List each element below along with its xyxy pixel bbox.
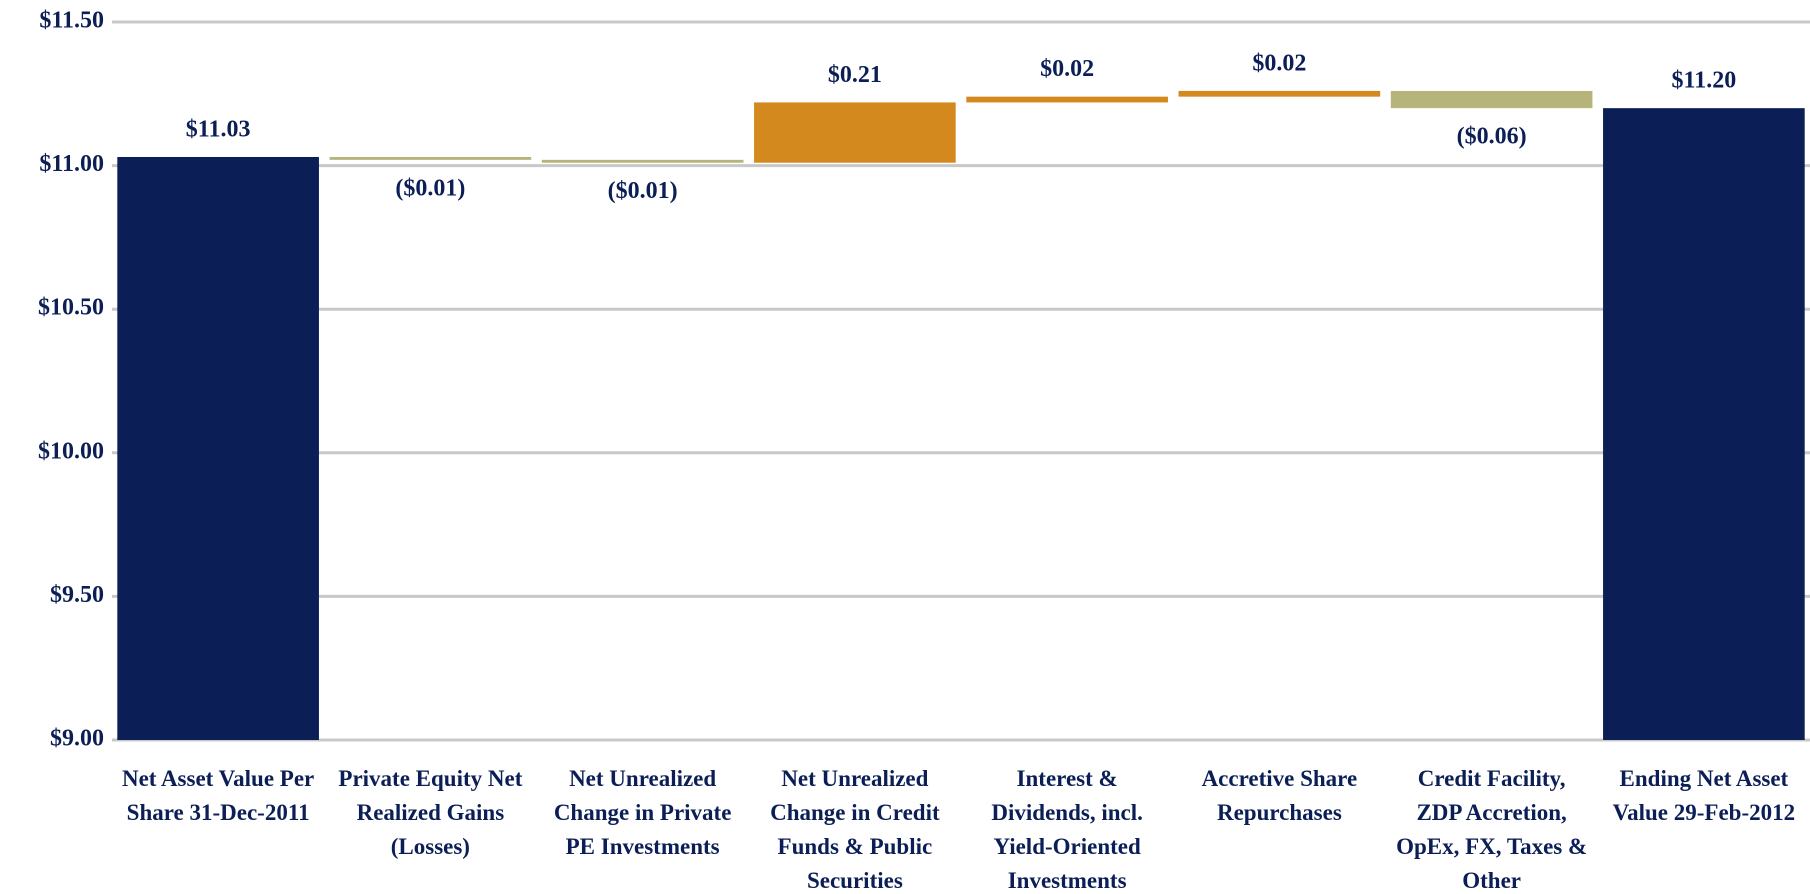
bar <box>1178 90 1381 97</box>
value-label: $11.20 <box>1672 68 1737 94</box>
x-tick-label: Interest & Dividends, incl. Yield-Orient… <box>991 766 1143 893</box>
y-tick-label: $9.00 <box>50 726 104 752</box>
y-tick-label: $9.50 <box>50 582 104 608</box>
bar <box>1603 108 1805 740</box>
value-label: ($0.06) <box>1457 124 1527 150</box>
x-tick-label: Net Unrealized Change in Private PE Inve… <box>553 766 732 859</box>
x-tick-label: Private Equity Net Realized Gains (Losse… <box>338 766 523 859</box>
x-tick-label: Net Asset Value Per Share 31-Dec-2011 <box>121 766 315 825</box>
x-tick-label: Ending Net Asset Value 29-Feb-2012 <box>1612 766 1796 825</box>
bar <box>329 156 532 160</box>
value-label: $0.02 <box>1252 50 1306 76</box>
bar <box>754 102 956 163</box>
bar <box>1390 90 1593 109</box>
y-tick-label: $11.50 <box>39 8 104 34</box>
value-label: ($0.01) <box>395 175 465 201</box>
bar <box>966 96 1168 103</box>
y-tick-label: $10.00 <box>38 438 104 464</box>
x-tick-label: Accretive Share Repurchases <box>1201 766 1358 825</box>
x-tick-label: Credit Facility, ZDP Accretion, OpEx, FX… <box>1396 766 1588 893</box>
bar <box>541 159 744 163</box>
value-label: ($0.01) <box>608 178 678 204</box>
value-label: $0.21 <box>828 62 882 88</box>
bar <box>117 156 319 740</box>
value-label: $0.02 <box>1040 56 1094 82</box>
x-tick-label: Net Unrealized Change in Credit Funds & … <box>770 766 940 893</box>
value-label: $11.03 <box>186 116 251 142</box>
y-tick-label: $10.50 <box>38 295 104 321</box>
y-tick-label: $11.00 <box>39 151 104 177</box>
